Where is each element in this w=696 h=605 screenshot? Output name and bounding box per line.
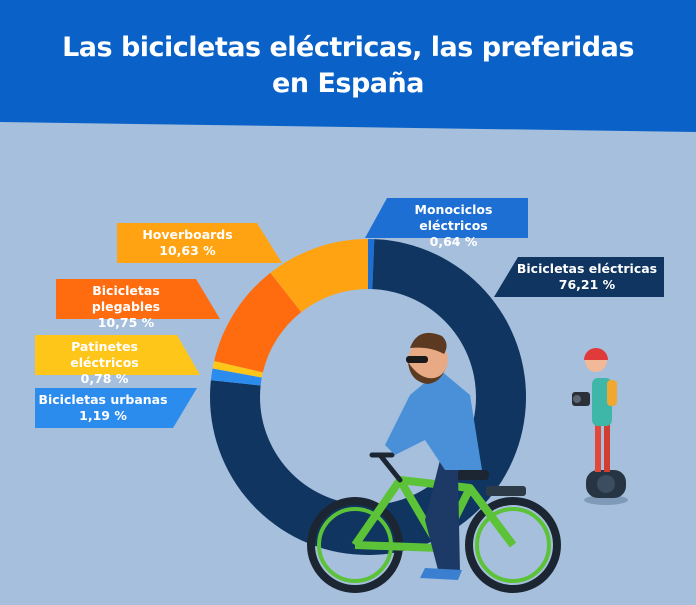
label-hoverboards: Hoverboards 10,63 % — [117, 223, 282, 263]
hoverboard-rider-figure — [572, 348, 628, 505]
header-background — [0, 0, 696, 132]
label-bicicletas-electricas-name: Bicicletas eléctricas — [516, 261, 658, 276]
label-urbanas-name: Bicicletas urbanas — [38, 392, 168, 407]
label-patinetes-value: 0,78 % — [80, 371, 129, 386]
illustrations — [307, 332, 628, 593]
label-monociclos: Monociclos eléctricos 0,64 % — [365, 198, 528, 249]
label-patinetes: Patinetes eléctricos 0,78 % — [35, 335, 200, 386]
label-urbanas-value: 1,19 % — [79, 408, 127, 423]
label-bicicletas-electricas-value: 76,21 % — [558, 277, 616, 292]
slice-patinetes-eléctricos — [212, 360, 263, 378]
slice-monociclos-eléctricos — [368, 239, 375, 290]
cyclist-figure — [307, 332, 561, 593]
header-banner: Las bicicletas eléctricas, las preferida… — [0, 0, 696, 132]
page-title: Las bicicletas eléctricas, las preferida… — [0, 30, 696, 102]
label-hoverboards-name: Hoverboards — [142, 227, 233, 242]
label-hoverboards-value: 10,63 % — [159, 243, 216, 258]
label-plegables-name: Bicicletas plegables — [91, 283, 161, 314]
slice-hoverboards — [270, 239, 368, 313]
label-patinetes-name: Patinetes eléctricos — [70, 339, 139, 370]
title-line-1: Las bicicletas eléctricas, las preferida… — [62, 32, 634, 63]
donut-slices — [209, 239, 526, 555]
slice-bicicletas-plegables — [214, 272, 302, 373]
label-bicicletas-electricas: Bicicletas eléctricas 76,21 % — [494, 257, 664, 297]
label-plegables: Bicicletas plegables 10,75 % — [56, 279, 220, 330]
title-line-2: en España — [272, 68, 424, 99]
label-plegables-value: 10,75 % — [97, 315, 155, 330]
label-urbanas: Bicicletas urbanas 1,19 % — [35, 388, 197, 428]
label-monociclos-value: 0,64 % — [429, 234, 478, 249]
slice-bicicletas-urbanas — [210, 368, 262, 386]
label-monociclos-name: Monociclos eléctricos — [414, 202, 493, 233]
